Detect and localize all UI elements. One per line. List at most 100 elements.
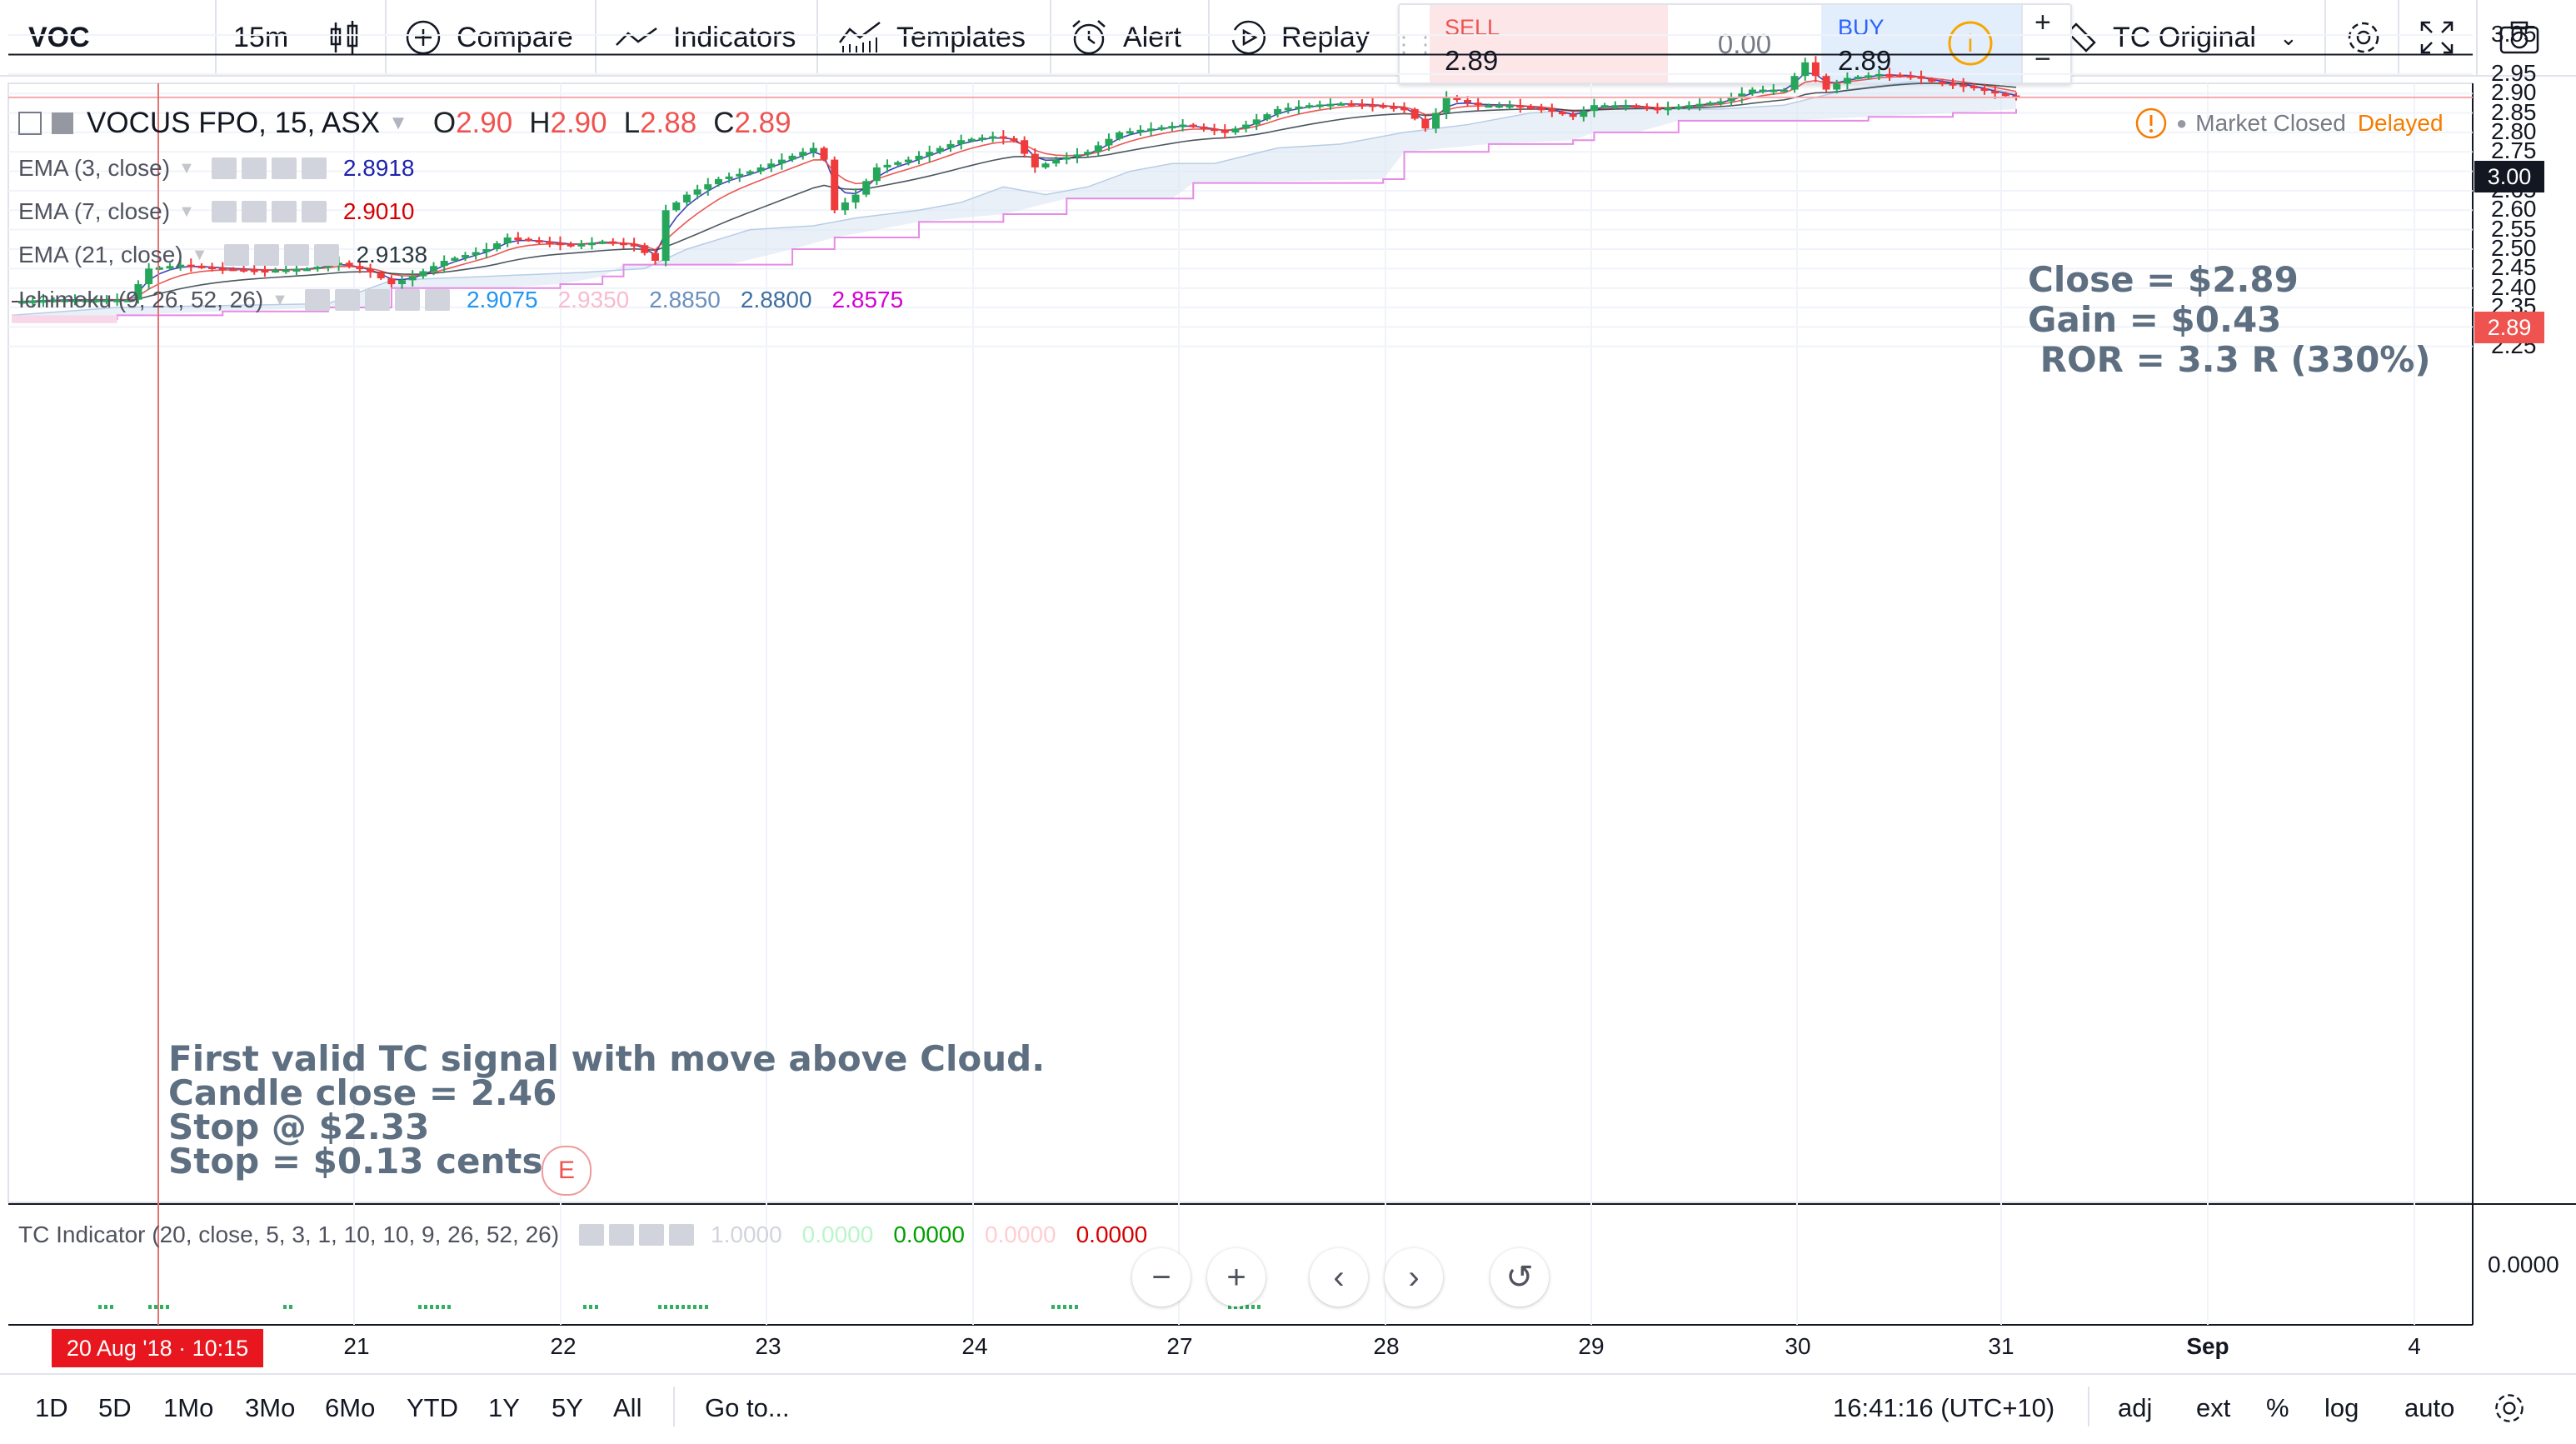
clock[interactable]: 16:41:16 (UTC+10) <box>1833 1375 2054 1442</box>
symbol-search[interactable]: VOC <box>28 0 90 75</box>
time-tick-label: 22 <box>550 1333 577 1359</box>
gear-icon[interactable] <box>609 1224 635 1246</box>
warning-icon <box>2135 107 2167 139</box>
plus-icon[interactable] <box>271 201 297 222</box>
ema3-value: 2.8918 <box>342 155 415 181</box>
plus-icon[interactable] <box>284 244 310 266</box>
alert-button[interactable]: Alert <box>1070 0 1181 75</box>
price-tick-label: 2.45 <box>2491 254 2537 281</box>
snapshot-button[interactable] <box>2481 0 2558 75</box>
signal-line-2: Candle close = 2.46 <box>168 1072 557 1113</box>
eye-icon[interactable] <box>211 157 237 179</box>
candle-body <box>767 163 776 167</box>
zoom-out-button[interactable]: − <box>1132 1248 1191 1307</box>
ext-toggle[interactable]: ext <box>2196 1375 2230 1442</box>
plus-button[interactable]: + <box>2034 7 2051 38</box>
candle-body <box>1959 84 1968 87</box>
eye-icon[interactable] <box>211 201 237 222</box>
log-toggle[interactable]: log <box>2324 1375 2359 1442</box>
ichimoku-lead2-line <box>12 108 2017 321</box>
goto-button[interactable]: Go to... <box>705 1375 790 1442</box>
eye-icon[interactable] <box>224 244 250 266</box>
gear-icon[interactable] <box>334 289 360 311</box>
tc-signal-dot <box>154 1305 157 1309</box>
buy-button[interactable]: BUY 2.89 <box>1821 5 2021 83</box>
range-1d[interactable]: 1D <box>35 1375 68 1442</box>
plus-icon[interactable] <box>271 157 297 179</box>
range-ytd[interactable]: YTD <box>407 1375 458 1442</box>
range-5y[interactable]: 5Y <box>552 1375 583 1442</box>
indicators-button[interactable]: Indicators <box>615 0 796 75</box>
adj-toggle[interactable]: adj <box>2118 1375 2152 1442</box>
bottom-divider <box>0 1373 2576 1375</box>
earnings-marker[interactable]: E <box>542 1146 592 1196</box>
signal-annotation[interactable]: First valid TC signal with move above Cl… <box>168 1038 1046 1179</box>
percent-toggle[interactable]: % <box>2266 1375 2289 1442</box>
range-3mo[interactable]: 3Mo <box>245 1375 295 1442</box>
candle-body <box>546 241 554 244</box>
range-1mo[interactable]: 1Mo <box>163 1375 213 1442</box>
ichimoku-legend[interactable]: Ichimoku (9, 26, 52, 26) ▼ 2.9075 2.9350 … <box>18 287 903 313</box>
close-icon[interactable] <box>669 1224 695 1246</box>
eye-icon[interactable] <box>579 1224 605 1246</box>
compare-button[interactable]: Compare <box>405 0 573 75</box>
eye-icon[interactable] <box>304 289 330 311</box>
signal-line-1: First valid TC signal with move above Cl… <box>168 1038 1046 1079</box>
result-line-1: Close = $2.89 <box>2028 259 2299 300</box>
gear-icon[interactable] <box>241 157 267 179</box>
candle-body <box>1906 75 1915 78</box>
tc-signal-dot <box>1075 1305 1078 1309</box>
range-1y[interactable]: 1Y <box>488 1375 520 1442</box>
settings-button[interactable] <box>2329 0 2398 75</box>
collapse-icon[interactable] <box>18 112 42 135</box>
candle-body <box>1474 102 1482 106</box>
tc-indicator-legend[interactable]: TC Indicator (20, close, 5, 3, 1, 10, 10… <box>18 1222 1147 1248</box>
ema21-label: EMA (21, close) <box>18 242 183 267</box>
auto-toggle[interactable]: auto <box>2404 1375 2454 1442</box>
close-icon[interactable] <box>301 201 327 222</box>
ema21-legend[interactable]: EMA (21, close) ▼ 2.9138 <box>18 242 427 268</box>
candle-body <box>1052 159 1061 164</box>
time-tick-label: 24 <box>961 1333 988 1359</box>
candle-body <box>282 269 290 272</box>
svg-text:i: i <box>1968 30 1974 57</box>
gear-icon[interactable] <box>241 201 267 222</box>
info-icon[interactable]: i <box>1947 20 1994 67</box>
gear-icon[interactable] <box>254 244 280 266</box>
replay-icon <box>1231 20 1266 55</box>
chevron-down-icon[interactable]: ▼ <box>388 112 408 134</box>
close-icon[interactable] <box>301 157 327 179</box>
sell-button[interactable]: SELL 2.89 <box>1430 5 1668 83</box>
reset-chart-button[interactable]: ↺ <box>1490 1248 1549 1307</box>
chart-settings-button[interactable] <box>2491 1375 2528 1442</box>
ema7-legend[interactable]: EMA (7, close) ▼ 2.9010 <box>18 198 415 225</box>
candle-body <box>440 261 448 267</box>
scroll-right-button[interactable]: › <box>1385 1248 1443 1307</box>
range-all[interactable]: All <box>613 1375 642 1442</box>
interval-button[interactable]: 15m <box>233 0 288 75</box>
candle-body <box>1505 105 1514 108</box>
range-5d[interactable]: 5D <box>98 1375 132 1442</box>
fullscreen-button[interactable] <box>2403 0 2471 75</box>
close-label: C <box>713 107 735 139</box>
candle-body <box>387 278 396 285</box>
scroll-left-button[interactable]: ‹ <box>1310 1248 1368 1307</box>
range-6mo[interactable]: 6Mo <box>325 1375 375 1442</box>
templates-button[interactable]: Templates <box>838 0 1026 75</box>
close-icon[interactable] <box>314 244 340 266</box>
candle-body <box>736 173 744 177</box>
ema3-legend[interactable]: EMA (3, close) ▼ 2.8918 <box>18 155 415 182</box>
replay-button[interactable]: Replay <box>1228 0 1370 75</box>
zoom-in-button[interactable]: + <box>1207 1248 1266 1307</box>
source-code-icon[interactable] <box>639 1224 665 1246</box>
quantity-stepper[interactable]: + − <box>2021 5 2069 83</box>
close-icon[interactable] <box>424 289 450 311</box>
price-tick-label: 2.40 <box>2491 273 2537 300</box>
layout-button[interactable]: TC Original ⌄ <box>2064 0 2298 75</box>
source-code-icon[interactable] <box>364 289 390 311</box>
result-annotation[interactable]: Close = $2.89 Gain = $0.43 ROR = 3.3 R (… <box>2028 260 2431 380</box>
alert-label: Alert <box>1123 21 1181 53</box>
plus-icon[interactable] <box>394 289 420 311</box>
minus-button[interactable]: − <box>2034 43 2051 75</box>
